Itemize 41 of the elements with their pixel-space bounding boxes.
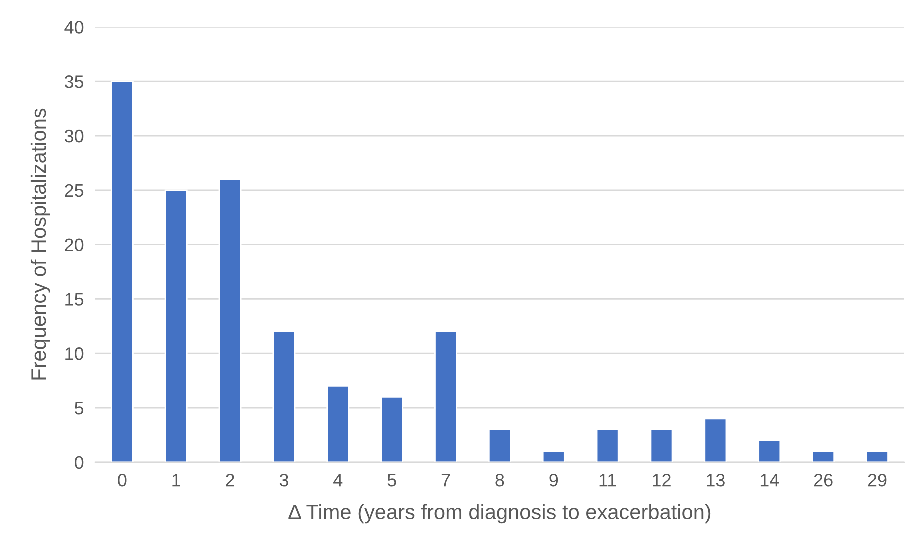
y-tick-label: 35	[64, 76, 84, 88]
bar	[596, 429, 620, 462]
bar	[380, 396, 404, 462]
x-tick-label: 2	[226, 474, 234, 487]
x-tick-label: 1	[172, 474, 180, 487]
bar	[218, 178, 242, 462]
bar	[488, 429, 512, 462]
x-tick-label: 8	[496, 474, 504, 487]
x-tick-label: 3	[280, 474, 288, 487]
bar	[326, 386, 350, 462]
bar	[434, 331, 458, 462]
x-tick-label: 11	[600, 474, 616, 487]
y-tick-label: 15	[66, 293, 84, 306]
x-tick-label: 9	[550, 474, 558, 487]
bar	[704, 418, 728, 462]
bar	[272, 331, 296, 462]
y-tick-label: 40	[64, 21, 84, 34]
bar	[812, 450, 836, 462]
y-tick-label: 20	[65, 238, 84, 252]
x-tick-label: 12	[653, 474, 671, 487]
bar	[650, 429, 674, 462]
y-tick-label: 25	[65, 184, 84, 198]
x-tick-label: 0	[118, 474, 127, 487]
x-tick-label: 29	[868, 474, 887, 487]
x-tick-label: 14	[760, 474, 780, 487]
bar	[110, 80, 134, 462]
bar	[758, 440, 782, 462]
bar	[542, 450, 566, 462]
bar	[164, 190, 188, 462]
x-tick-label: 13	[707, 474, 725, 487]
x-tick-label: 4	[334, 474, 343, 487]
bar	[866, 450, 889, 462]
y-tick-label: 10	[66, 348, 84, 360]
x-tick-label: 26	[814, 474, 833, 487]
y-tick-label: 30	[64, 130, 84, 143]
x-tick-label: 5	[388, 474, 396, 487]
x-tick-label: 7	[442, 474, 450, 487]
y-axis-title: Frequency of Hospitalizations	[30, 108, 50, 380]
y-tick-label: 5	[75, 402, 84, 415]
y-tick-label: 0	[75, 456, 84, 470]
x-axis-title: Δ Time (years from diagnosis to exacerbation)	[288, 504, 711, 524]
